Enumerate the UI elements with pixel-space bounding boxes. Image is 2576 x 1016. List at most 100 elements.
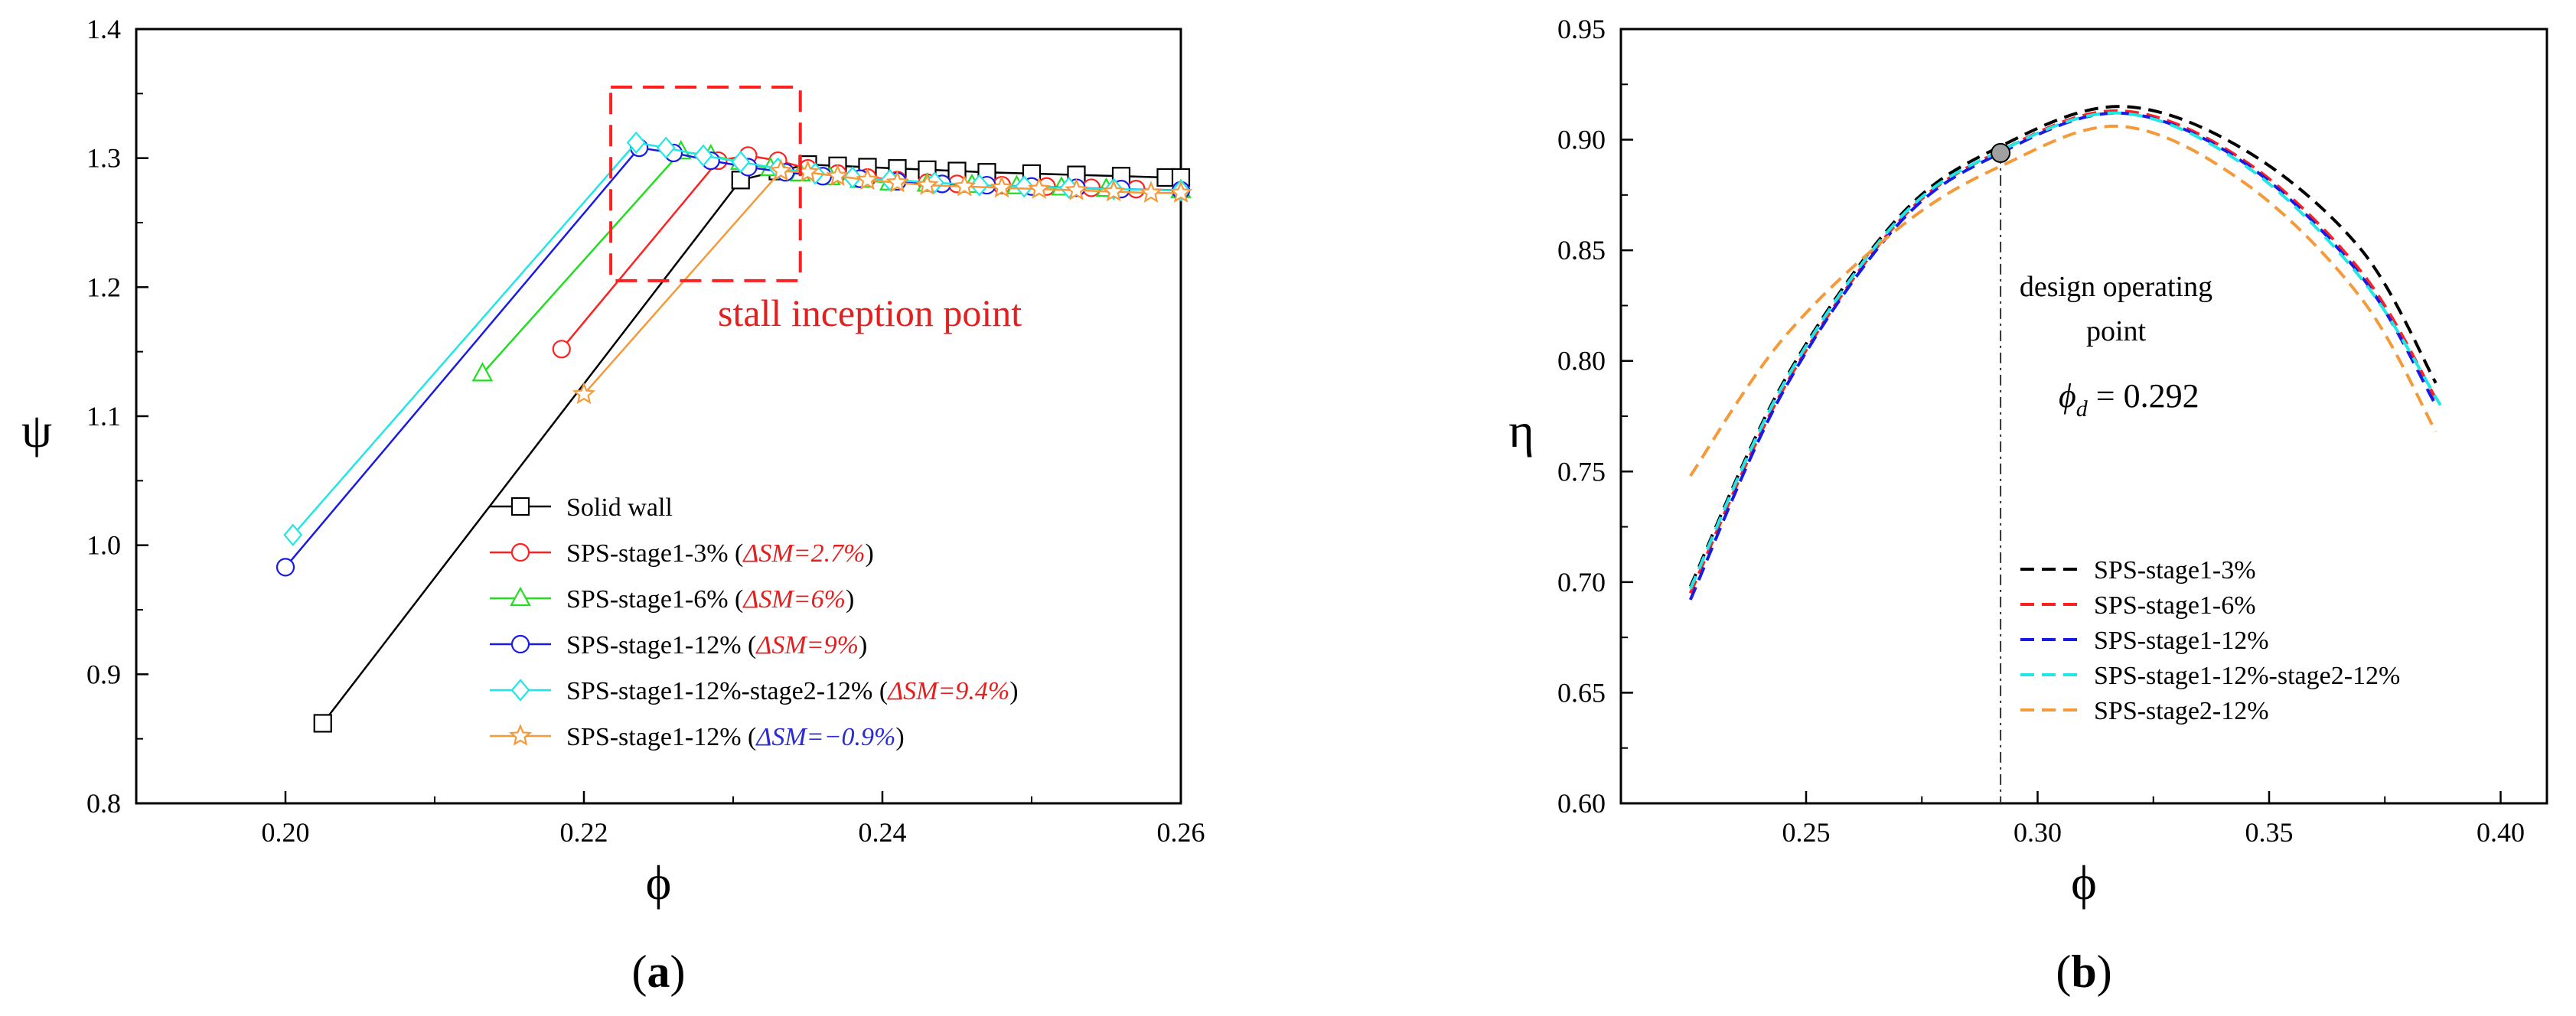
data-point [953, 174, 977, 197]
series-line [292, 142, 1182, 536]
data-point [1169, 181, 1193, 203]
panel-label-letter: a [647, 946, 670, 997]
data-point [885, 170, 909, 193]
y-tick-label: 1.2 [86, 272, 121, 302]
data-point [970, 174, 990, 197]
y-tick-label: 1.3 [86, 143, 121, 174]
x-tick-label: 0.40 [2477, 817, 2525, 848]
legend-label: SPS-stage1-12% (ΔSM=9%) [566, 631, 867, 659]
data-point [656, 136, 676, 159]
stall-region-box [609, 85, 802, 282]
legend-item: Solid wall [490, 493, 673, 522]
legend-delta-sm: ΔSM=−0.9% [755, 723, 895, 751]
y-tick-label: 0.85 [1557, 235, 1606, 265]
legend-marker [510, 586, 531, 607]
data-point [826, 164, 849, 187]
y-tick-label: 1.1 [86, 401, 121, 431]
y-tick-label: 0.95 [1557, 14, 1606, 44]
series-curve-2 [1688, 111, 2437, 601]
series-3 [276, 138, 1191, 577]
x-axis-label: ϕ [2071, 855, 2097, 910]
design-annotation-line2: point [2086, 315, 2147, 347]
legend-label: SPS-stage1-12%-stage2-12% (ΔSM=9.4%) [566, 677, 1019, 705]
data-point [552, 340, 571, 359]
legend-delta-sm: ΔSM=2.7% [742, 539, 865, 568]
data-point [626, 131, 646, 155]
legend-name: Solid wall [566, 493, 673, 522]
legend-name: SPS-stage1-12% ( [566, 723, 756, 751]
legend-item: SPS-stage1-6% [2020, 591, 2256, 620]
design-phi-subscript: d [2076, 396, 2089, 422]
x-tick-label: 0.26 [1157, 817, 1205, 848]
legend-item: SPS-stage1-12% (ΔSM=−0.9%) [490, 723, 905, 751]
panel-a-chart: 0.20 0.22 0.24 0.26 0.8 0.9 1.0 1.1 1.2 1.3 1.4 ϕ ψ (… [21, 14, 1205, 997]
legend-name: SPS-stage1-6% ( [566, 585, 743, 614]
legend-name: SPS-stage1-12% ( [566, 631, 756, 659]
data-point [1014, 175, 1034, 198]
data-point [915, 173, 939, 195]
x-axis-label: ϕ [646, 855, 672, 910]
series-line [285, 146, 1182, 568]
legend-item: SPS-stage1-3% [2020, 556, 2256, 585]
y-tick-label: 1.4 [86, 14, 121, 44]
legend-marker [510, 542, 530, 562]
stall-annotation: stall inception point [718, 291, 1022, 334]
legend-item: SPS-stage1-12%-stage2-12% [2020, 662, 2400, 690]
data-point [1139, 181, 1163, 203]
panel-label: (b) [2056, 946, 2111, 997]
panel-label-close: ) [2097, 946, 2112, 997]
legend-delta-sm: ΔSM=9.4% [886, 677, 1009, 705]
y-tick-label: 0.8 [86, 788, 121, 819]
design-annotation-line1: design operating [2020, 271, 2212, 303]
design-phi-symbol: ϕ [2059, 377, 2076, 415]
data-point [990, 175, 1014, 198]
legend-name: SPS-stage1-12%-stage2-12% ( [566, 677, 888, 705]
legend-label: SPS-stage1-3% [2094, 556, 2256, 585]
legend-item: SPS-stage1-12% [2020, 627, 2269, 655]
y-tick-label: 0.60 [1557, 788, 1606, 819]
legend-marker [510, 497, 530, 516]
x-tick-label: 0.22 [560, 817, 608, 848]
legend-label: Solid wall [566, 493, 673, 522]
panel-b-chart: 0.25 0.30 0.35 0.40 0.60 0.65 0.70 0.75 0.80 0.85… [1508, 14, 2548, 997]
y-tick-label: 0.80 [1557, 346, 1606, 376]
legend-label: SPS-stage1-12% (ΔSM=−0.9%) [566, 723, 905, 751]
legend-marker [510, 634, 530, 654]
y-tick-label: 0.75 [1557, 456, 1606, 487]
panel-label-close: ) [670, 946, 686, 997]
legend-close-paren: ) [859, 631, 867, 659]
data-point [572, 382, 596, 405]
data-point [471, 362, 494, 382]
y-tick-label: 0.90 [1557, 125, 1606, 155]
data-point [769, 158, 793, 181]
legend-label: SPS-stage1-12%-stage2-12% [2094, 662, 2400, 690]
series-curve-1 [1688, 109, 2437, 594]
legend-close-paren: ) [846, 585, 854, 614]
data-point [693, 144, 713, 167]
legend-item: SPS-stage1-12%-stage2-12% (ΔSM=9.4%) [490, 677, 1019, 705]
x-tick-label: 0.25 [1782, 817, 1831, 848]
series-curve-3 [1688, 111, 2442, 590]
legend-item: SPS-stage1-6% (ΔSM=6%) [490, 585, 854, 614]
data-point [1102, 179, 1126, 202]
legend-item: SPS-stage2-12% [2020, 697, 2269, 725]
design-phi-value: = 0.292 [2088, 377, 2199, 415]
panel-label-open: ( [632, 946, 647, 997]
panel-label-letter: b [2071, 946, 2096, 997]
x-tick-label: 0.24 [859, 817, 907, 848]
data-point [856, 168, 879, 190]
y-tick-label: 0.70 [1557, 567, 1606, 598]
x-tick-label: 0.20 [262, 817, 310, 848]
panel-label-open: ( [2056, 946, 2071, 997]
y-tick-label: 1.0 [86, 530, 121, 561]
legend-label: SPS-stage2-12% [2094, 697, 2269, 725]
legend-marker [508, 724, 533, 746]
data-point [313, 714, 332, 733]
design-point-marker [1991, 142, 2011, 163]
legend-close-paren: ) [1009, 677, 1018, 705]
legend-item: SPS-stage1-12% (ΔSM=9%) [490, 631, 867, 659]
panel-label: (a) [632, 946, 686, 997]
legend-label: SPS-stage1-6% (ΔSM=6%) [566, 585, 854, 614]
series-line [583, 170, 1181, 396]
design-phi-label: ϕd = 0.292 [2059, 377, 2199, 422]
